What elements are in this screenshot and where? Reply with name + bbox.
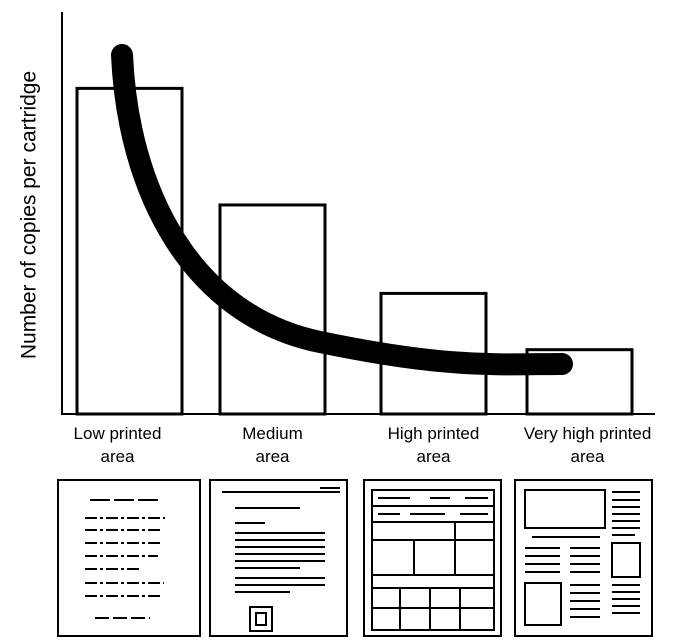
x-tick-label: Very high printed area xyxy=(523,424,652,466)
trend-curve xyxy=(111,44,573,376)
x-tick-label: High printed area xyxy=(387,424,480,466)
x-tick-label: Medium area xyxy=(242,424,303,466)
document-icons xyxy=(57,479,653,637)
y-axis-label: Number of copies per cartridge xyxy=(18,71,41,359)
x-tick-label: Low printed area xyxy=(73,424,162,466)
